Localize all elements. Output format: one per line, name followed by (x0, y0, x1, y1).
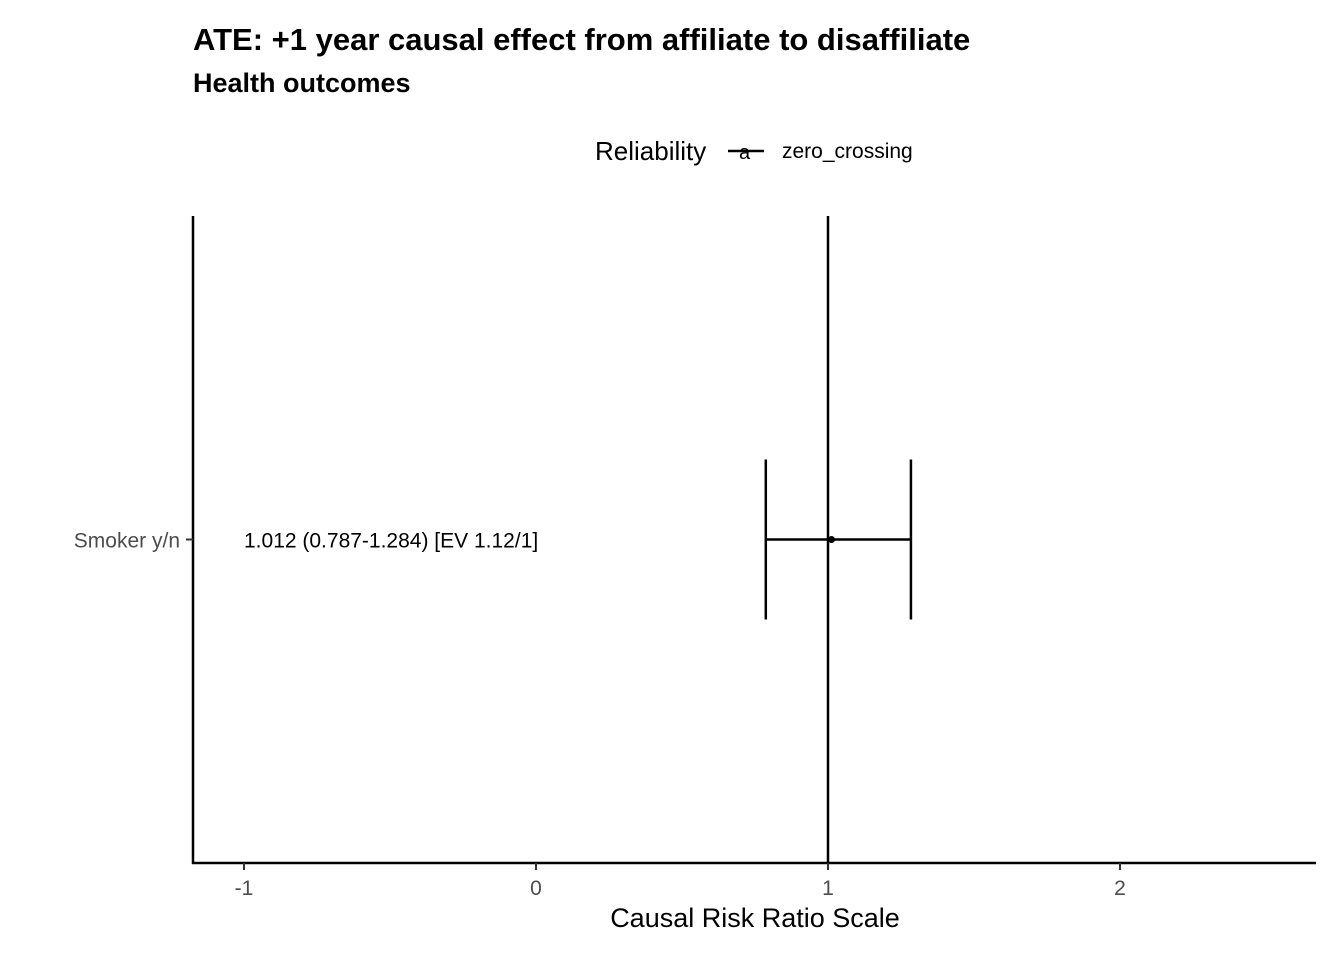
x-tick-label: -1 (235, 877, 254, 900)
plot-panel: -1 0 1 2 Smoker y/n 1.012 (0.787-1.284) [EV 1… (74, 216, 1316, 900)
legend-entry-label: zero_crossing (782, 140, 913, 163)
chart-subtitle: Health outcomes (193, 68, 411, 98)
x-tick-label: 2 (1114, 877, 1126, 900)
x-tick-label: 0 (530, 877, 542, 900)
estimate-point (828, 536, 836, 543)
legend: Reliability a zero_crossing (595, 136, 913, 166)
legend-title: Reliability (595, 136, 706, 166)
y-category-label: Smoker y/n (74, 530, 180, 553)
estimate-annotation: 1.012 (0.787-1.284) [EV 1.12/1] (244, 530, 538, 553)
legend-key: a (728, 142, 764, 164)
x-tick-label: 1 (822, 877, 834, 900)
legend-key-glyph: a (739, 142, 751, 164)
x-axis-title: Causal Risk Ratio Scale (610, 903, 900, 933)
chart-title: ATE: +1 year causal effect from affiliat… (193, 22, 970, 57)
